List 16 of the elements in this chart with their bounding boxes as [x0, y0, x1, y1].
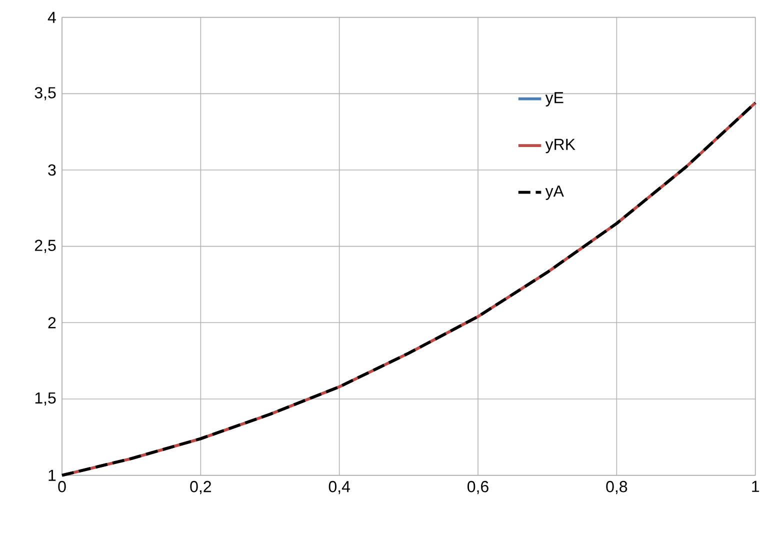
legend-label: yE	[545, 92, 564, 106]
x-tick-label: 0,4	[328, 480, 350, 494]
legend-label: yA	[545, 185, 564, 200]
y-tick-label: 1,5	[35, 392, 56, 406]
x-tick-label: 0,6	[468, 480, 488, 494]
y-tick-label: 2	[48, 316, 56, 328]
y-tick-label: 3,5	[34, 86, 56, 100]
x-tick-label: 0,8	[606, 480, 628, 494]
y-tick-label: 1	[48, 470, 56, 481]
y-tick-label: 3	[48, 164, 56, 176]
x-tick-label: 0,2	[190, 480, 211, 494]
legend-label: yRK	[545, 138, 576, 154]
x-tick-label: 1	[752, 480, 759, 492]
x-tick-label: 0	[58, 480, 66, 492]
y-tick-label: 4	[48, 12, 56, 23]
y-tick-label: 2,5	[34, 240, 56, 253]
